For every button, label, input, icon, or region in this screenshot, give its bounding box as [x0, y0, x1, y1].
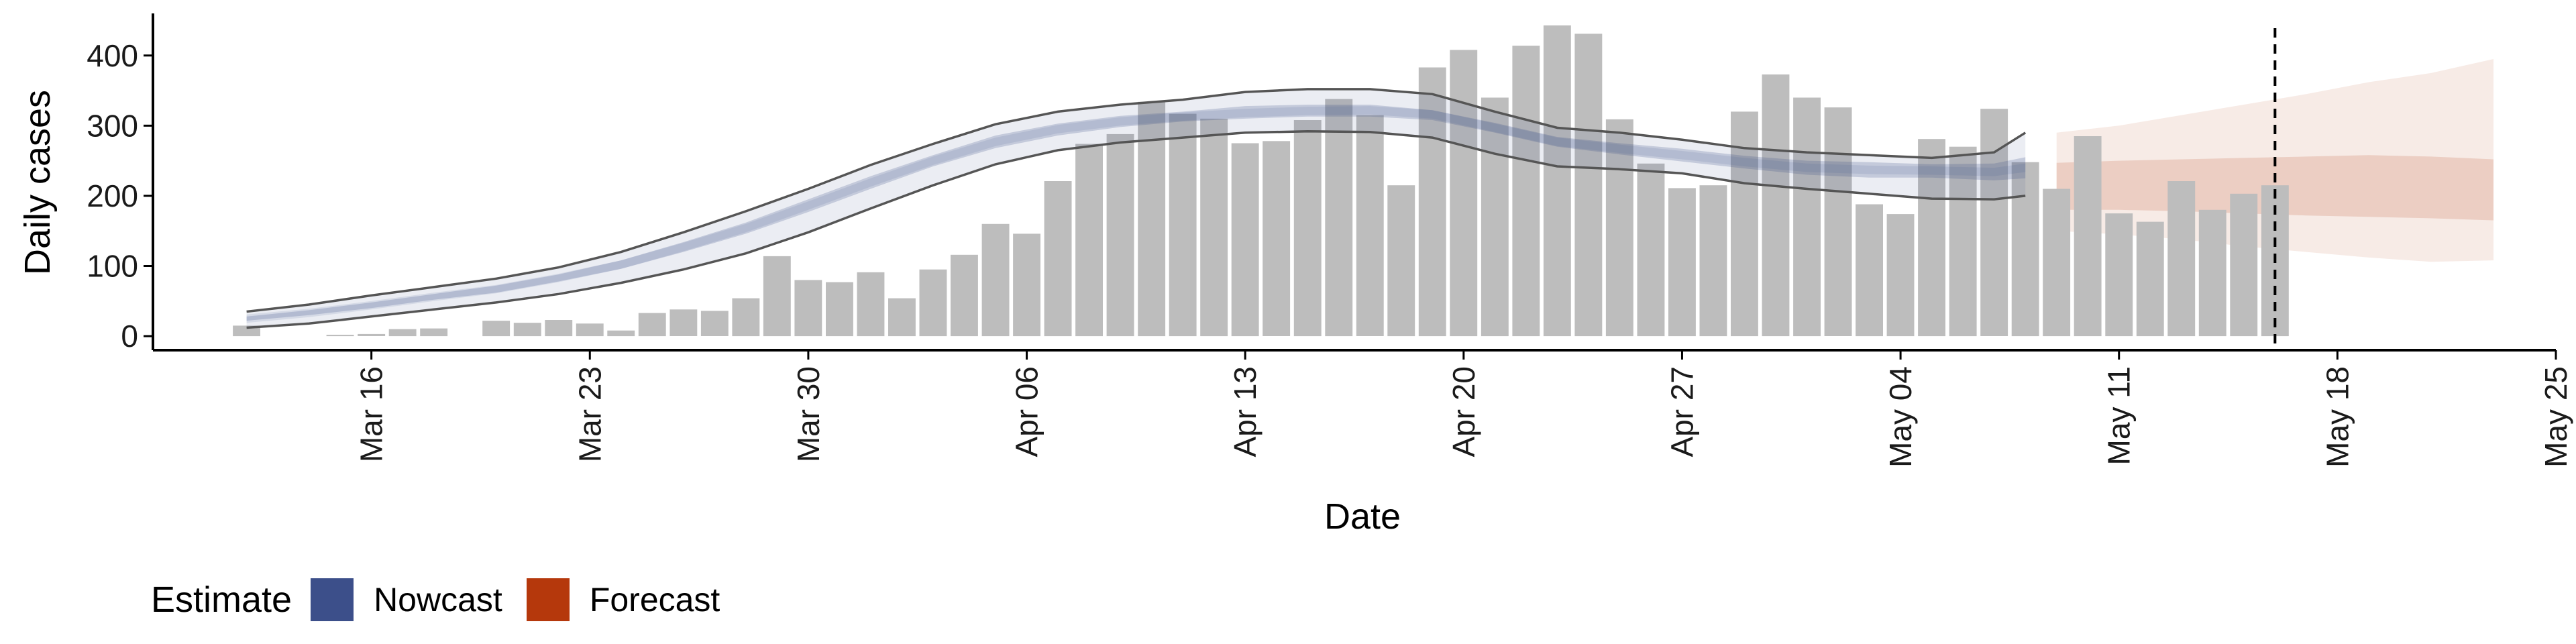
- case-bar: [919, 269, 947, 337]
- case-bar: [388, 329, 417, 337]
- case-bar: [1824, 107, 1852, 336]
- nowcast-inner-band: [246, 105, 2026, 321]
- case-bar: [1668, 188, 1696, 337]
- case-bar: [545, 320, 573, 337]
- case-bar: [1762, 74, 1790, 337]
- case-bar: [2043, 189, 2071, 337]
- case-bar: [981, 223, 1010, 337]
- case-bar: [794, 280, 822, 337]
- x-tick-label: May 11: [2102, 366, 2137, 465]
- axes: 0 100 200 300 400 Mar 16 Mar 23 Mar 30 Apr 06 Apr…: [87, 13, 2573, 468]
- x-tick-label: Apr 20: [1446, 366, 1481, 458]
- x-tick-label: Apr 27: [1664, 366, 1699, 458]
- case-bar: [888, 298, 916, 337]
- case-bar: [1699, 185, 1727, 337]
- case-bar: [482, 321, 511, 337]
- case-bar: [1856, 204, 1883, 337]
- case-bar: [1263, 141, 1291, 337]
- case-bar: [576, 323, 604, 337]
- case-bar: [1418, 67, 1446, 337]
- case-bar: [1980, 109, 2008, 336]
- case-bar: [1949, 146, 1977, 337]
- case-bar: [1574, 34, 1603, 337]
- case-bar: [1387, 185, 1415, 337]
- case-bar: [763, 256, 791, 337]
- daily-case-bars: [233, 25, 2289, 337]
- case-bar: [1886, 214, 1915, 337]
- case-bar: [638, 313, 666, 337]
- nowcast-lower-line: [246, 129, 2026, 329]
- nowcast-median-band: [246, 106, 2026, 323]
- x-tick-label: May 04: [1883, 366, 1918, 468]
- case-bar: [1637, 163, 1665, 337]
- case-bar: [1106, 133, 1134, 337]
- legend-label-nowcast: Nowcast: [374, 581, 502, 619]
- case-bar: [513, 323, 541, 337]
- case-bar: [1169, 113, 1197, 337]
- case-bar: [1293, 120, 1322, 337]
- case-bar: [1731, 111, 1758, 337]
- nowcast-bands: [246, 89, 2026, 328]
- x-axis-title: Date: [1324, 496, 1401, 537]
- case-bar: [1200, 118, 1228, 337]
- case-bar: [857, 272, 885, 337]
- y-tick-label: 200: [87, 178, 138, 213]
- case-bar: [1356, 115, 1384, 336]
- case-bar: [732, 298, 760, 337]
- x-tick-label: Mar 23: [572, 366, 607, 462]
- case-bar: [2136, 221, 2164, 337]
- case-bar: [2230, 193, 2258, 337]
- case-bar: [669, 309, 698, 336]
- case-bar: [1918, 139, 1945, 337]
- x-tick-label: Apr 13: [1228, 366, 1263, 458]
- nowcast-upper-line: [246, 88, 2027, 313]
- case-bar: [1013, 233, 1040, 337]
- case-bar: [420, 328, 448, 337]
- case-bar: [1793, 97, 1821, 337]
- case-bar: [2011, 162, 2039, 337]
- legend-title: Estimate: [151, 580, 292, 620]
- x-tick-label: Mar 16: [354, 366, 389, 462]
- case-bar: [826, 282, 853, 337]
- y-axis-title: Daily cases: [17, 90, 58, 275]
- forecast-swatch: [526, 578, 570, 621]
- y-tick-label: 0: [121, 319, 138, 354]
- legend-item-nowcast: Nowcast: [311, 578, 502, 621]
- legend-label-forecast: Forecast: [589, 581, 720, 619]
- case-bar: [326, 335, 354, 337]
- case-bar: [1512, 46, 1540, 337]
- nowcast-swatch: [311, 578, 354, 621]
- case-bar: [2198, 209, 2226, 337]
- case-bar: [607, 330, 635, 337]
- case-bar: [1325, 99, 1353, 337]
- x-tick-label: May 18: [2320, 366, 2355, 468]
- case-bar: [2105, 213, 2133, 337]
- case-bar: [1605, 119, 1633, 337]
- case-bar: [2074, 136, 2102, 337]
- case-bar: [1044, 181, 1072, 337]
- case-bar: [951, 254, 978, 337]
- case-bar: [1231, 143, 1259, 337]
- case-bar: [1075, 144, 1103, 337]
- y-tick-label: 100: [87, 249, 138, 284]
- case-bar: [1450, 50, 1478, 337]
- case-bar: [700, 311, 729, 336]
- x-tick-label: May 25: [2538, 366, 2573, 468]
- legend-item-forecast: Forecast: [526, 578, 720, 621]
- legend: Estimate Nowcast Forecast: [151, 578, 744, 621]
- case-bar: [1543, 25, 1571, 337]
- nowcast-interval-lines: [246, 88, 2027, 329]
- case-bar: [2167, 181, 2196, 337]
- x-tick-label: Apr 06: [1010, 366, 1044, 458]
- x-tick-label: Mar 30: [791, 366, 826, 462]
- case-bar: [358, 333, 386, 336]
- y-tick-label: 400: [87, 38, 138, 73]
- case-bar: [1481, 97, 1509, 337]
- nowcast-outer-band: [246, 89, 2026, 328]
- y-tick-label: 300: [87, 108, 138, 143]
